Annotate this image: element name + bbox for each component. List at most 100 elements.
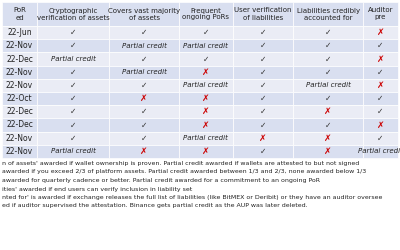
Bar (179, 118, 233, 132)
Text: ✗: ✗ (202, 107, 210, 116)
Text: ✓: ✓ (325, 28, 331, 37)
Text: ✓: ✓ (70, 68, 76, 77)
Text: ✓: ✓ (141, 28, 147, 37)
Bar (363, 79, 398, 92)
Text: Partial credit: Partial credit (306, 82, 350, 88)
Text: ✓: ✓ (260, 41, 266, 50)
Text: ities' awarded if end users can verify inclusion in liability set: ities' awarded if end users can verify i… (2, 186, 192, 192)
Text: ✗: ✗ (140, 94, 148, 103)
Bar (2, 39, 37, 52)
Bar (37, 66, 109, 79)
Text: 22-Oct: 22-Oct (7, 94, 32, 103)
Bar (293, 145, 363, 158)
Bar (233, 145, 293, 158)
Text: ✗: ✗ (202, 147, 210, 156)
Bar (2, 145, 37, 158)
Text: ✓: ✓ (260, 94, 266, 103)
Text: ✓: ✓ (70, 41, 76, 50)
Bar (233, 66, 293, 79)
Text: Partial credit: Partial credit (122, 43, 166, 49)
Text: ✓: ✓ (70, 28, 76, 37)
Text: ✓: ✓ (377, 107, 384, 116)
Bar (179, 132, 233, 145)
Bar (233, 2, 293, 26)
Text: 22-Nov: 22-Nov (6, 134, 33, 143)
Bar (363, 26, 398, 39)
Bar (109, 92, 179, 105)
Text: ✓: ✓ (377, 134, 384, 143)
Text: ✓: ✓ (325, 54, 331, 64)
Bar (109, 39, 179, 52)
Text: ✗: ✗ (377, 120, 384, 130)
Text: Auditor
pre: Auditor pre (368, 8, 393, 20)
Text: ✓: ✓ (141, 54, 147, 64)
Bar (179, 52, 233, 66)
Bar (233, 132, 293, 145)
Bar (109, 26, 179, 39)
Bar (179, 105, 233, 118)
Bar (109, 52, 179, 66)
Bar (109, 2, 179, 26)
Bar (233, 52, 293, 66)
Text: ✓: ✓ (260, 81, 266, 90)
Bar (179, 66, 233, 79)
Text: awarded for quarterly cadence or better. Partial credit awarded for a commitment: awarded for quarterly cadence or better.… (2, 178, 320, 183)
Text: ✗: ✗ (324, 147, 332, 156)
Text: 22-Dec: 22-Dec (6, 107, 33, 116)
Text: 22-Jun: 22-Jun (7, 28, 32, 37)
Text: PoR
ed: PoR ed (13, 8, 26, 20)
Bar (37, 118, 109, 132)
Bar (109, 105, 179, 118)
Text: ✗: ✗ (377, 28, 384, 37)
Text: 22-Nov: 22-Nov (6, 68, 33, 77)
Text: User verification
of liabilities: User verification of liabilities (234, 8, 292, 20)
Bar (233, 79, 293, 92)
Text: ✓: ✓ (203, 54, 209, 64)
Text: Partial credit: Partial credit (122, 69, 166, 75)
Text: ✓: ✓ (325, 41, 331, 50)
Bar (293, 66, 363, 79)
Bar (2, 2, 37, 26)
Bar (293, 132, 363, 145)
Bar (2, 66, 37, 79)
Bar (363, 39, 398, 52)
Text: ✗: ✗ (377, 81, 384, 90)
Bar (233, 118, 293, 132)
Text: ✓: ✓ (70, 81, 76, 90)
Bar (293, 26, 363, 39)
Text: ✓: ✓ (260, 147, 266, 156)
Bar (37, 26, 109, 39)
Bar (363, 118, 398, 132)
Text: ✗: ✗ (202, 120, 210, 130)
Bar (37, 145, 109, 158)
Text: ✓: ✓ (325, 120, 331, 130)
Bar (363, 52, 398, 66)
Bar (293, 79, 363, 92)
Bar (363, 2, 398, 26)
Text: ✓: ✓ (260, 107, 266, 116)
Text: n of assets' awarded if wallet ownership is proven. Partial credit awarded if wa: n of assets' awarded if wallet ownership… (2, 161, 359, 166)
Text: 22-Dec: 22-Dec (6, 54, 33, 64)
Text: ✓: ✓ (141, 107, 147, 116)
Text: Cryptographic
verification of assets: Cryptographic verification of assets (37, 8, 110, 20)
Text: ✗: ✗ (202, 94, 210, 103)
Text: ✓: ✓ (377, 94, 384, 103)
Text: ✓: ✓ (70, 120, 76, 130)
Text: 22-Nov: 22-Nov (6, 41, 33, 50)
Bar (37, 132, 109, 145)
Bar (363, 132, 398, 145)
Bar (109, 145, 179, 158)
Bar (363, 92, 398, 105)
Text: ✗: ✗ (324, 134, 332, 143)
Bar (37, 52, 109, 66)
Text: ✓: ✓ (260, 120, 266, 130)
Bar (179, 145, 233, 158)
Text: ✓: ✓ (70, 107, 76, 116)
Text: Covers vast majority
of assets: Covers vast majority of assets (108, 8, 180, 20)
Text: ✓: ✓ (203, 28, 209, 37)
Bar (179, 79, 233, 92)
Bar (37, 79, 109, 92)
Text: 22-Nov: 22-Nov (6, 81, 33, 90)
Text: ✗: ✗ (377, 54, 384, 64)
Text: ✗: ✗ (140, 147, 148, 156)
